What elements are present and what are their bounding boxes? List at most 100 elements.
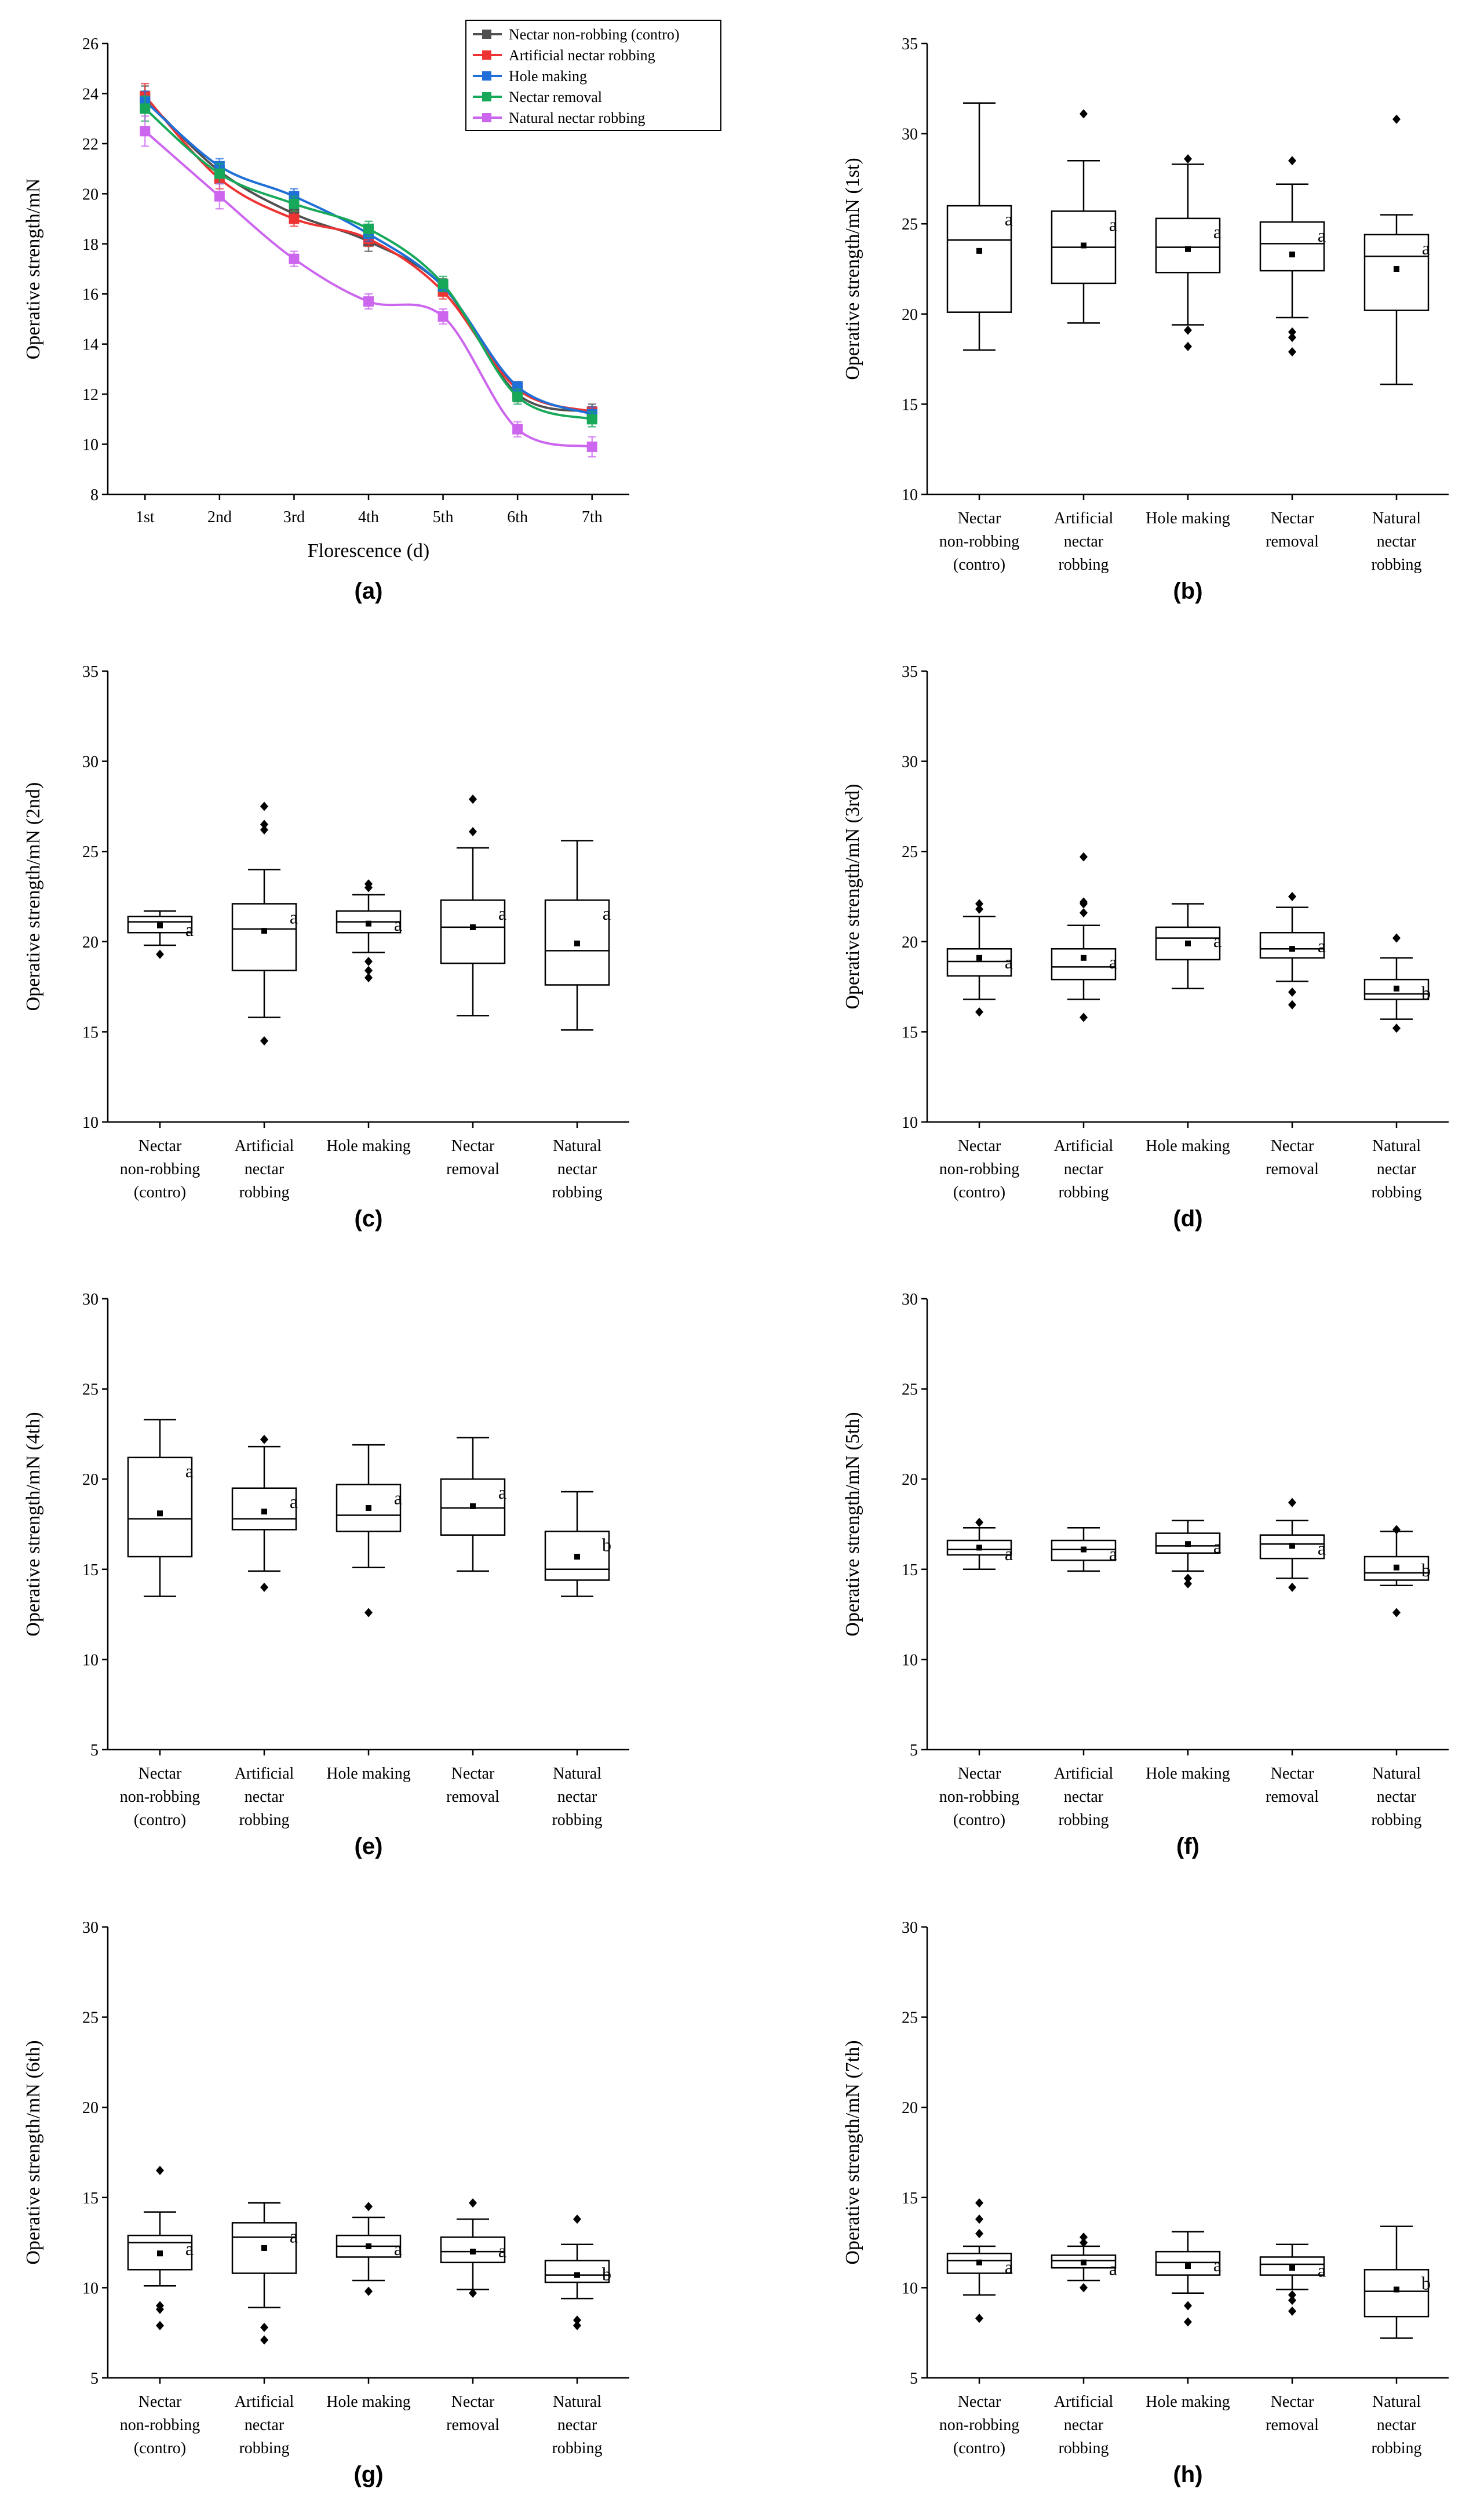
outlier-point: [260, 1036, 268, 1046]
significance-letter: a: [1109, 952, 1117, 972]
x-category-label-line: nectar: [1064, 1788, 1104, 1806]
y-tick-label: 35: [82, 663, 99, 681]
y-axis-title: Operative strength/mN (3rd): [842, 784, 863, 1010]
box-mean: [1289, 252, 1295, 258]
x-category-label-line: (contro): [134, 2439, 186, 2457]
y-tick-label: 20: [82, 934, 99, 952]
outlier-point: [1288, 327, 1296, 337]
x-category-label-line: Artificial: [1054, 1765, 1114, 1783]
outlier-point: [469, 2198, 477, 2208]
x-category-label: Hole making: [1146, 509, 1230, 527]
data-point: [512, 424, 523, 435]
outlier-point: [1288, 2290, 1296, 2300]
box-group-2: a Hole making: [1146, 154, 1230, 527]
x-category-label-line: robbing: [239, 1811, 289, 1829]
data-point: [140, 126, 151, 137]
outlier-point: [1288, 2306, 1296, 2316]
x-category-label-line: robbing: [239, 2439, 289, 2457]
outlier-point: [1080, 2232, 1088, 2242]
x-category-label-line: Natural: [1372, 1765, 1421, 1783]
outlier-point: [573, 2214, 581, 2224]
y-tick-label: 12: [82, 386, 99, 404]
x-category-label: Artificial nectar robbing: [1054, 1137, 1114, 1201]
x-category-label: Natural nectar robbing: [1371, 509, 1421, 574]
significance-letter: a: [498, 2240, 506, 2261]
x-tick-label: 5th: [433, 508, 454, 526]
box-group-1: a Artificial nectar robbing: [231, 802, 298, 1201]
y-tick-label: 25: [82, 2009, 99, 2027]
data-point: [363, 296, 374, 307]
y-tick-label: 30: [82, 1919, 99, 1937]
x-category-label-line: removal: [446, 1160, 499, 1178]
y-tick-label: 15: [902, 1561, 918, 1579]
outlier-point: [1184, 2301, 1192, 2311]
outlier-point: [260, 2335, 268, 2345]
x-category-label: Nectar removal: [1266, 2393, 1319, 2434]
box-mean: [976, 955, 982, 961]
significance-letter: a: [1005, 209, 1013, 230]
box-group-1: a Artificial nectar robbing: [1051, 1527, 1117, 1829]
outlier-point: [156, 2166, 164, 2176]
y-tick-label: 8: [90, 486, 99, 504]
x-category-label-line: robbing: [1058, 1811, 1109, 1829]
y-tick-label: 25: [902, 843, 918, 861]
box-mean: [1185, 2263, 1191, 2270]
y-tick-label: 30: [902, 753, 918, 771]
box-body: [440, 899, 506, 964]
legend-swatch-marker: [482, 113, 491, 122]
outlier-point: [1080, 2238, 1088, 2247]
outlier-point: [364, 2202, 373, 2212]
box-mean: [976, 2259, 982, 2265]
x-category-label-line: robbing: [1371, 556, 1421, 574]
box-mean: [157, 2250, 163, 2257]
outlier-point: [975, 1517, 983, 1527]
x-category-label-line: Nectar: [138, 2393, 182, 2411]
box-mean: [157, 1510, 163, 1517]
box-group-3: a Nectar removal: [1259, 892, 1326, 1178]
box-mean: [1081, 955, 1086, 961]
x-category-label: Hole making: [1146, 1137, 1230, 1155]
x-category-label-line: Natural: [553, 1137, 601, 1155]
data-point: [586, 441, 597, 452]
x-category-label: Natural nectar robbing: [552, 2393, 602, 2457]
x-category-label-line: nectar: [1377, 533, 1417, 551]
box-group-1: a Artificial nectar robbing: [1051, 852, 1117, 1201]
x-category-label: Hole making: [326, 1765, 410, 1783]
outlier-point: [1288, 333, 1296, 343]
box-group-4: b Natural nectar robbing: [544, 1491, 611, 1829]
y-tick-label: 25: [82, 1381, 99, 1399]
x-category-label-line: robbing: [552, 1811, 602, 1829]
panel-letter: (g): [353, 2462, 383, 2487]
box-body: [1259, 221, 1325, 272]
y-tick-label: 5: [910, 1742, 918, 1760]
legend-label: Nectar removal: [509, 89, 602, 105]
x-tick-label: 3rd: [283, 508, 305, 526]
x-category-label-line: robbing: [1058, 1183, 1109, 1201]
outlier-point: [260, 825, 268, 835]
outlier-point: [1184, 1573, 1192, 1583]
x-category-label: Nectar non-robbing (contro): [939, 509, 1019, 574]
box-mean: [470, 924, 476, 930]
box-mean: [1289, 946, 1295, 952]
x-category-label-line: non-robbing: [120, 1160, 200, 1178]
outlier-point: [1392, 1023, 1401, 1033]
significance-letter: a: [1109, 1543, 1117, 1564]
x-category-label-line: nectar: [245, 1160, 285, 1178]
x-category-label-line: robbing: [1371, 1183, 1421, 1201]
y-tick-label: 15: [902, 1023, 918, 1041]
outlier-point: [1080, 2283, 1088, 2293]
chart-panel-a: 8 10 12 14 16 18 20 22 24 26 Operative strength/mN…: [23, 20, 721, 604]
box-body: [1259, 1534, 1325, 1560]
x-category-label-line: Natural: [1372, 2393, 1421, 2411]
significance-letter: a: [290, 906, 298, 927]
outlier-point: [364, 1608, 373, 1618]
y-tick-label: 25: [902, 1381, 918, 1399]
x-category-label-line: Nectar: [958, 1765, 1001, 1783]
significance-letter: a: [1005, 1543, 1013, 1564]
data-point: [289, 253, 300, 264]
x-category-label: Nectar removal: [446, 1137, 499, 1178]
x-category-label: Artificial nectar robbing: [235, 2393, 294, 2457]
x-category-label: Nectar removal: [1266, 509, 1319, 551]
x-category-label-line: Artificial: [235, 1765, 294, 1783]
x-category-label-line: Nectar: [1271, 2393, 1314, 2411]
